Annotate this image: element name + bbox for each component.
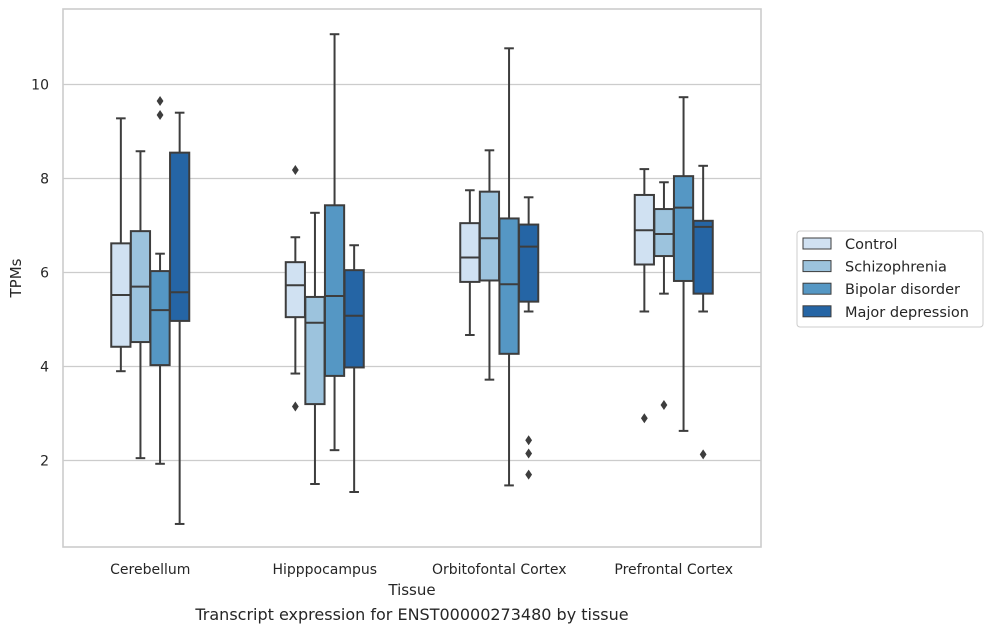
box-0-1 (129, 150, 152, 460)
box-0-3 (169, 111, 191, 525)
y-axis-ticks: 2 4 6 8 10 (31, 78, 49, 470)
y-tick-label: 6 (40, 266, 49, 282)
x-axis-ticks: Cerebellum Hipppocampus Orbitofontal Corte… (110, 562, 733, 578)
outlier-point (291, 401, 299, 412)
box-iqr (478, 190, 501, 282)
outlier-point (156, 95, 164, 106)
box-0-0 (110, 117, 132, 373)
box-1-1 (304, 211, 326, 485)
box-1-0 (284, 165, 306, 412)
box-iqr (459, 222, 481, 283)
box-iqr (323, 204, 346, 377)
legend-swatch (802, 237, 832, 250)
legend-swatch (802, 260, 832, 273)
outlier-point (525, 435, 533, 446)
box-iqr (518, 223, 540, 303)
legend-swatch (802, 282, 832, 295)
x-axis-label: Tissue (387, 581, 435, 599)
legend-label: Control (845, 237, 897, 253)
y-tick-label: 8 (40, 172, 49, 188)
y-axis-label: TPMs (7, 258, 25, 298)
outlier-point (525, 448, 533, 459)
box-3-0 (633, 168, 655, 424)
x-tick-label: Prefrontal Cortex (614, 562, 733, 578)
box-iqr (692, 219, 714, 295)
x-tick-label: Cerebellum (110, 562, 190, 578)
x-tick-label: Orbitofontal Cortex (432, 562, 567, 578)
box-2-2 (498, 47, 520, 487)
outlier-point (525, 469, 533, 480)
box-iqr (284, 261, 306, 319)
box-1-3 (343, 244, 365, 493)
y-tick-label: 10 (31, 78, 49, 94)
box-iqr (169, 151, 191, 322)
box-3-2 (672, 96, 695, 432)
box-iqr (149, 270, 171, 367)
box-iqr (343, 269, 365, 369)
legend: Control Schizophrenia Bipolar disorder Majo… (796, 230, 984, 328)
box-2-3 (518, 196, 540, 480)
box-series (110, 33, 714, 525)
outlier-point (156, 110, 164, 121)
box-iqr (672, 175, 695, 282)
x-tick-label: Hipppocampus (272, 562, 377, 578)
figure-caption: Transcript expression for ENST0000027348… (195, 605, 629, 624)
box-iqr (653, 208, 675, 258)
box-0-2 (149, 95, 171, 465)
legend-items: Control Schizophrenia Bipolar disorder Majo… (802, 237, 969, 321)
outlier-point (699, 449, 707, 460)
box-iqr (498, 217, 520, 355)
legend-label: Schizophrenia (845, 260, 947, 276)
legend-frame (796, 230, 984, 328)
outlier-point (660, 400, 668, 411)
outlier-point (291, 165, 299, 176)
legend-label: Major depression (845, 305, 969, 321)
outlier-point (640, 413, 648, 424)
box-3-3 (692, 164, 714, 460)
y-tick-label: 4 (40, 360, 49, 376)
y-tick-label: 2 (40, 454, 49, 470)
legend-label: Bipolar disorder (845, 282, 960, 298)
box-iqr (304, 295, 326, 406)
legend-swatch (802, 305, 832, 318)
